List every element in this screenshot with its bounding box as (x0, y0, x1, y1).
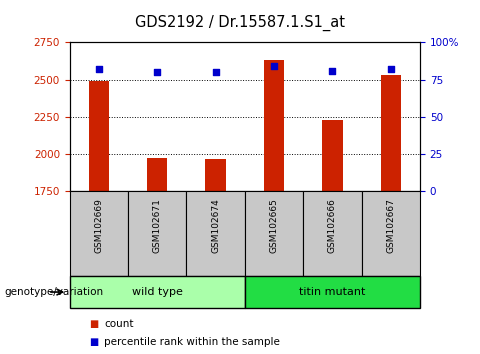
Text: genotype/variation: genotype/variation (5, 287, 104, 297)
Point (328, 68, 336, 74)
Text: ■: ■ (89, 337, 98, 347)
Bar (322, 120, 343, 191)
Text: GSM102671: GSM102671 (153, 198, 162, 253)
Bar (303, 191, 361, 276)
Bar (70, 276, 245, 308)
Point (95, 67, 103, 72)
Text: GSM102674: GSM102674 (211, 198, 220, 253)
Text: GSM102667: GSM102667 (386, 198, 396, 253)
Text: ■: ■ (89, 319, 98, 329)
Bar (70, 191, 128, 276)
Bar (89, 81, 109, 191)
Bar (264, 60, 284, 191)
Point (387, 67, 395, 72)
Text: percentile rank within the sample: percentile rank within the sample (104, 337, 280, 347)
Text: wild type: wild type (132, 287, 182, 297)
Text: titin mutant: titin mutant (299, 287, 366, 297)
Text: count: count (104, 319, 133, 329)
Bar (245, 191, 303, 276)
Bar (381, 75, 401, 191)
Point (270, 63, 278, 69)
Text: GDS2192 / Dr.15587.1.S1_at: GDS2192 / Dr.15587.1.S1_at (135, 15, 345, 31)
Point (153, 69, 161, 75)
Text: GSM102666: GSM102666 (328, 198, 337, 253)
Text: GSM102665: GSM102665 (269, 198, 278, 253)
Point (212, 69, 219, 75)
Bar (147, 159, 168, 191)
Bar (205, 159, 226, 191)
Bar (245, 276, 420, 308)
Bar (128, 191, 186, 276)
Text: GSM102669: GSM102669 (94, 198, 103, 253)
Bar (186, 191, 245, 276)
Bar (361, 191, 420, 276)
